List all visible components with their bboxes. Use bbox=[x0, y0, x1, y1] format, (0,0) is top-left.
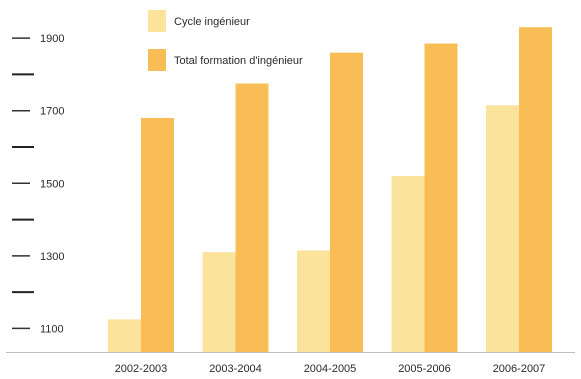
y-tick-label: 1700 bbox=[40, 106, 64, 118]
bar-series1-2006-2007 bbox=[486, 105, 519, 352]
bar-series2-2005-2006 bbox=[424, 43, 458, 353]
bar-series2-2003-2004 bbox=[235, 83, 269, 353]
x-axis-labels: 2002-2003 2003-2004 2004-2005 2005-2006 2006… bbox=[115, 363, 546, 375]
y-axis: 1100 1300 1500 1700 1900 bbox=[12, 33, 64, 335]
y-tick-label: 1900 bbox=[40, 33, 64, 45]
x-category-label: 2002-2003 bbox=[115, 363, 168, 375]
legend-swatch-2 bbox=[148, 49, 166, 71]
y-tick-label: 1500 bbox=[40, 178, 64, 190]
bar-series2-2002-2003 bbox=[141, 117, 174, 352]
bars bbox=[108, 27, 552, 353]
legend-label-1: Cycle ingénieur bbox=[174, 16, 250, 28]
bar-series1-2002-2003 bbox=[108, 319, 141, 352]
bar-series1-2003-2004 bbox=[202, 252, 236, 352]
x-category-label: 2006-2007 bbox=[493, 363, 546, 375]
y-tick-label: 1300 bbox=[40, 251, 64, 263]
legend: Cycle ingénieur Total formation d'ingénie… bbox=[148, 10, 303, 71]
x-category-label: 2003-2004 bbox=[209, 363, 262, 375]
legend-label-2: Total formation d'ingénieur bbox=[174, 55, 303, 67]
bar-series2-2004-2005 bbox=[330, 52, 363, 353]
bar-series1-2004-2005 bbox=[297, 250, 330, 352]
bar-series1-2005-2006 bbox=[391, 176, 425, 352]
y-tick-label: 1100 bbox=[40, 323, 64, 335]
bar-series2-2006-2007 bbox=[519, 27, 552, 352]
x-category-label: 2004-2005 bbox=[304, 363, 357, 375]
legend-swatch-1 bbox=[148, 10, 166, 32]
x-category-label: 2005-2006 bbox=[398, 363, 451, 375]
